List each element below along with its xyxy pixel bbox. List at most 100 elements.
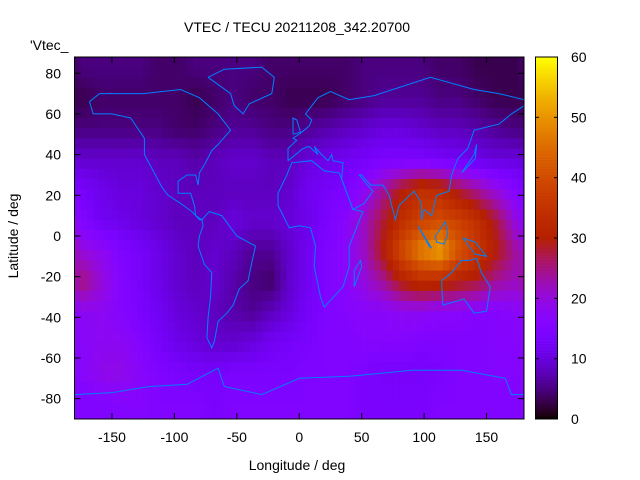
heatmap-cell [386, 128, 394, 139]
heatmap-cell [268, 179, 275, 190]
heatmap-cell [511, 128, 519, 139]
coastline [207, 66, 275, 115]
colorbar-segment [535, 129, 558, 133]
heatmap-cell [461, 412, 469, 420]
heatmap-cell [430, 57, 438, 68]
heatmap-cell [399, 250, 406, 261]
heatmap-cell [499, 199, 506, 211]
heatmap-cell [249, 240, 257, 251]
heatmap-cell [430, 250, 438, 261]
heatmap-cell [480, 209, 488, 221]
colorbar-segment [535, 195, 558, 200]
heatmap-cell [342, 321, 350, 333]
heatmap-cell [236, 290, 244, 302]
heatmap-cell [455, 229, 463, 241]
heatmap-cell [261, 270, 269, 282]
heatmap-cell [74, 280, 82, 292]
heatmap-cell [336, 280, 344, 292]
heatmap-cell [268, 57, 275, 68]
heatmap-cell [249, 270, 257, 282]
heatmap-cell [86, 128, 94, 139]
heatmap-cell [124, 331, 132, 343]
heatmap-cell [386, 382, 394, 394]
heatmap-cell [99, 158, 107, 170]
heatmap-cell [149, 260, 157, 272]
heatmap-cell [161, 107, 169, 119]
heatmap-cell [136, 301, 144, 312]
colorbar-segment [535, 307, 558, 311]
heatmap-cell [255, 138, 263, 150]
heatmap-cell [93, 57, 100, 68]
heatmap-cell [218, 189, 225, 200]
heatmap-cell [255, 290, 263, 302]
heatmap-cell [99, 341, 107, 353]
heatmap-cell [130, 67, 138, 78]
heatmap-cell [317, 402, 325, 414]
heatmap-cell [280, 128, 288, 139]
heatmap-cell [268, 250, 275, 261]
heatmap-cell [430, 179, 438, 190]
colorbar-segment [535, 289, 558, 293]
coastline [434, 220, 449, 245]
heatmap-cell [205, 402, 213, 414]
heatmap-cell [161, 199, 169, 211]
heatmap-cell [205, 138, 213, 150]
heatmap-cell [193, 168, 200, 180]
heatmap-cell [274, 362, 282, 373]
heatmap-cell [436, 382, 444, 394]
heatmap-cell [130, 148, 138, 160]
heatmap-cell [174, 67, 182, 78]
heatmap-cell [86, 321, 94, 333]
heatmap-cell [405, 280, 413, 292]
heatmap-cell [118, 118, 125, 129]
heatmap-cell [124, 321, 132, 333]
heatmap-cell [349, 148, 356, 160]
heatmap-cell [374, 402, 381, 414]
heatmap-cell [317, 107, 325, 119]
heatmap-cell [486, 77, 494, 89]
heatmap-cell [355, 240, 363, 251]
heatmap-cell [430, 351, 438, 363]
heatmap-cell [430, 341, 438, 353]
heatmap-cell [86, 270, 94, 282]
heatmap-cell [193, 138, 200, 150]
heatmap-cell [361, 372, 369, 383]
heatmap-cell [180, 280, 188, 292]
heatmap-cell [274, 280, 282, 292]
colorbar-segment [535, 204, 558, 209]
heatmap-cell [74, 97, 82, 109]
heatmap-cell [486, 67, 494, 78]
heatmap-cell [286, 321, 294, 333]
heatmap-cell [199, 382, 207, 394]
heatmap-cell [299, 179, 306, 190]
heatmap-cell [193, 372, 200, 383]
heatmap-cell [124, 362, 132, 373]
heatmap-cell [149, 311, 157, 322]
heatmap-cell [230, 311, 238, 322]
heatmap-cell [118, 209, 125, 221]
heatmap-cell [317, 392, 325, 404]
heatmap-cell [186, 57, 194, 68]
heatmap-cell [355, 341, 363, 353]
heatmap-cell [174, 341, 182, 353]
heatmap-cell [186, 280, 194, 292]
colorbar-segment [535, 265, 558, 269]
heatmap-cell [199, 148, 207, 160]
heatmap-cell [336, 362, 344, 373]
heatmap-cell [243, 260, 250, 272]
heatmap-cell [317, 341, 325, 353]
heatmap-cell [355, 87, 363, 99]
heatmap-cell [492, 270, 500, 282]
heatmap-cell [249, 148, 257, 160]
heatmap-cell [311, 67, 319, 78]
heatmap-cell [411, 189, 419, 200]
heatmap-cell [180, 412, 188, 420]
heatmap-cell [80, 209, 88, 221]
heatmap-cell [461, 168, 469, 180]
heatmap-cell [442, 158, 450, 170]
heatmap-cell [293, 77, 300, 89]
heatmap-cell [99, 57, 107, 68]
heatmap-cell [224, 301, 232, 312]
heatmap-cell [505, 229, 513, 241]
heatmap-cell [211, 138, 219, 150]
